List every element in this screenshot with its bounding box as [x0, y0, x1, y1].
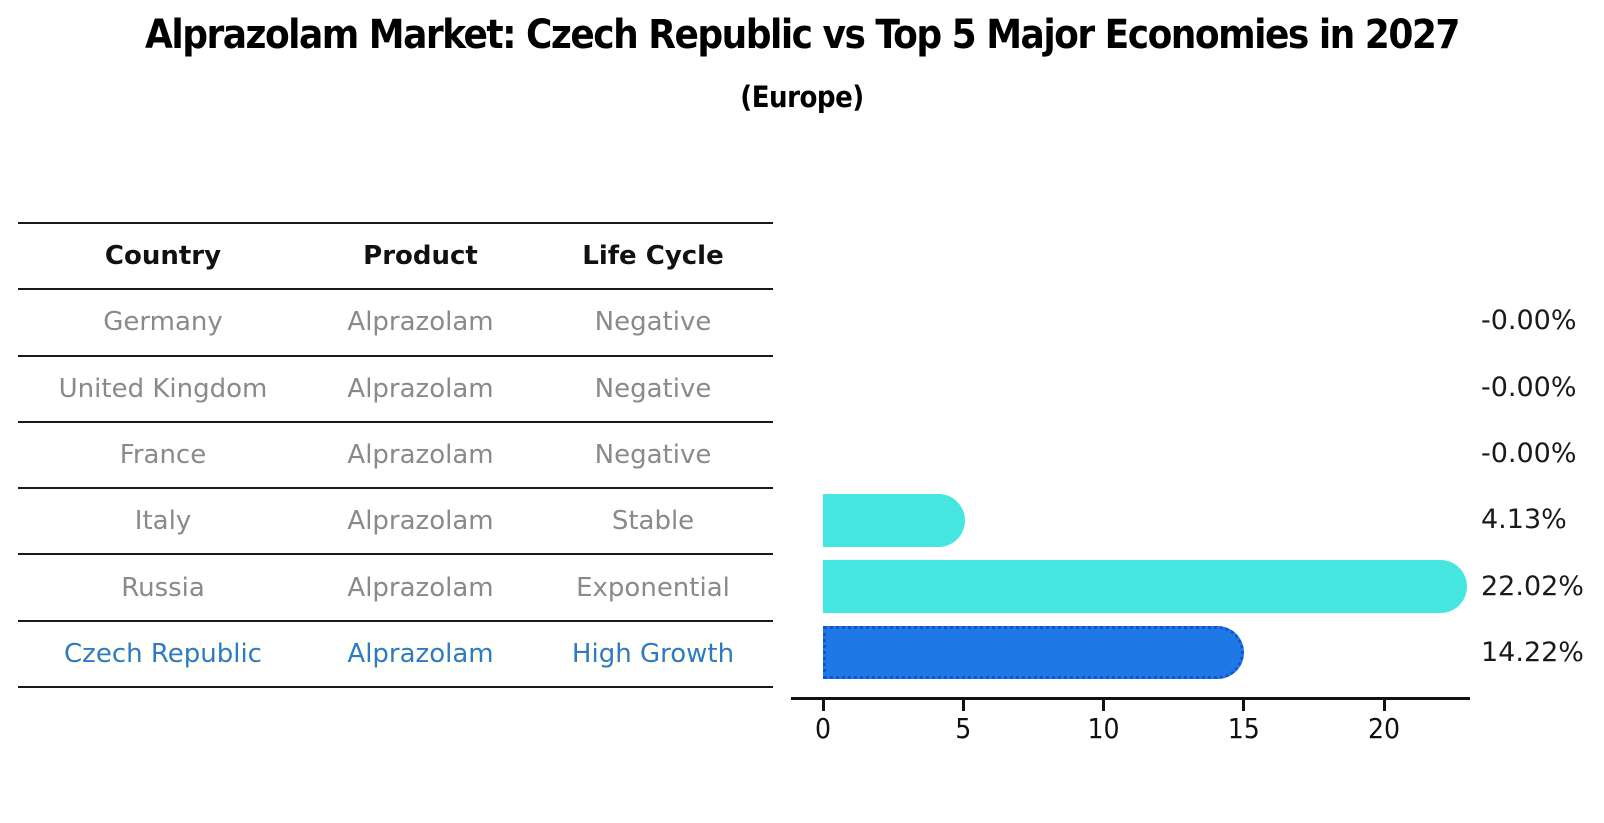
cell-life-cycle: Negative [594, 440, 712, 471]
x-axis-tick-mark [961, 699, 965, 711]
x-axis-tick-label: 0 [814, 712, 832, 745]
x-axis-tick-mark [1382, 699, 1386, 711]
value-label: 14.22% [1481, 637, 1584, 668]
x-axis-tick-label: 5 [955, 712, 972, 745]
chart-subtitle: (Europe) [740, 80, 864, 114]
cell-life-cycle: Negative [594, 307, 712, 338]
table-row: United Kingdom Alprazolam Negative [18, 357, 773, 423]
x-axis-tick-label: 20 [1367, 712, 1401, 745]
value-label: 4.13% [1481, 504, 1567, 535]
bar [823, 493, 965, 547]
table-row: Russia Alprazolam Exponential [18, 555, 773, 622]
cell-country: Czech Republic [64, 638, 262, 669]
col-header-product: Product [363, 241, 478, 272]
chart-title: Alprazolam Market: Czech Republic vs Top… [145, 12, 1460, 58]
cell-life-cycle: Negative [594, 373, 712, 404]
country-table: Country Product Life Cycle Germany Alpra… [18, 222, 773, 689]
cell-product: Alprazolam [347, 440, 494, 471]
cell-country: Germany [103, 307, 223, 338]
value-label: -0.00% [1481, 372, 1577, 403]
cell-country: Russia [121, 572, 205, 603]
x-axis-tick-mark [1102, 699, 1105, 711]
table-row: Germany Alprazolam Negative [18, 290, 773, 357]
table-row: France Alprazolam Negative [18, 423, 773, 490]
x-axis-tick-label: 10 [1087, 712, 1120, 745]
value-label: 22.02% [1481, 571, 1584, 602]
x-axis-tick-mark [1242, 699, 1246, 711]
cell-life-cycle: Stable [611, 506, 695, 537]
cell-product: Alprazolam [347, 638, 494, 669]
x-axis-line [791, 697, 1470, 700]
cell-life-cycle: Exponential [576, 572, 730, 603]
cell-product: Alprazolam [347, 373, 494, 404]
bar [823, 559, 1467, 613]
bar-highlight-czech-republic [823, 626, 1244, 680]
table-row-highlight-czech-republic: Czech Republic Alprazolam High Growth [18, 622, 773, 689]
x-axis-tick-label: 15 [1227, 712, 1260, 745]
cell-country: France [119, 440, 207, 471]
cell-country: Italy [134, 506, 192, 537]
cell-country: United Kingdom [58, 373, 268, 404]
table-row: Italy Alprazolam Stable [18, 489, 773, 556]
value-label: -0.00% [1481, 438, 1577, 469]
x-axis-tick-mark [821, 699, 825, 711]
cell-product: Alprazolam [347, 572, 494, 603]
col-header-life-cycle: Life Cycle [582, 241, 724, 272]
cell-product: Alprazolam [347, 506, 494, 537]
value-label: -0.00% [1481, 305, 1577, 336]
cell-product: Alprazolam [347, 307, 494, 338]
table-header-row: Country Product Life Cycle [18, 224, 773, 291]
col-header-country: Country [104, 241, 222, 272]
cell-life-cycle: High Growth [571, 638, 735, 669]
